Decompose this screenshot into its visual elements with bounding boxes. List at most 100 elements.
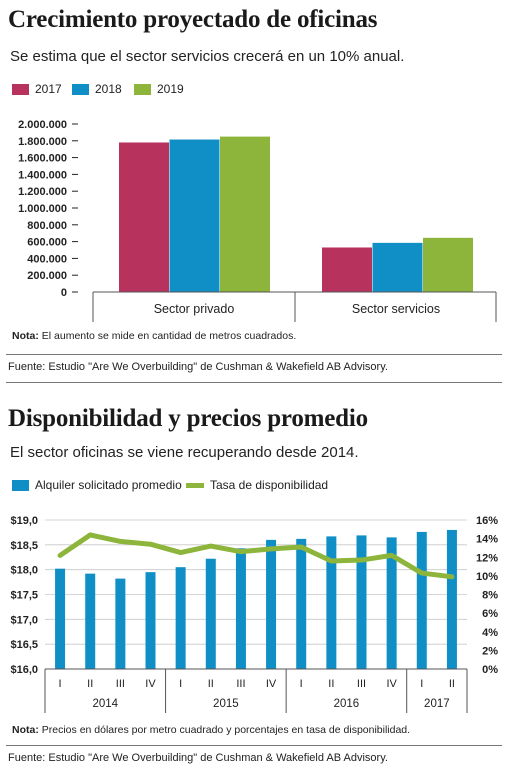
y-left-tick-label: $17,5: [10, 590, 38, 602]
y-tick-label: 1.400.000: [18, 169, 67, 181]
legend-swatch-2019: [134, 83, 151, 95]
quarter-label: III: [236, 678, 245, 690]
quarter-label: I: [420, 678, 423, 690]
legend-label-2017: 2017: [35, 82, 62, 96]
y-left-tick-label: $16,0: [10, 664, 38, 676]
y-right-tick-label: 0%: [482, 664, 498, 676]
y-tick-label: 1.800.000: [18, 136, 67, 148]
section1-title: Crecimiento proyectado de oficinas: [8, 6, 378, 33]
y-right-tick-label: 14%: [476, 534, 498, 546]
bar-2019-servicios: [423, 237, 473, 292]
section2-note: Nota: Precios en dólares por metro cuadr…: [12, 724, 410, 736]
quarter-label: I: [179, 678, 182, 690]
section2-divider: [6, 745, 502, 746]
y-right-tick-label: 4%: [482, 627, 498, 639]
availability-prices-chart: $19,0 $18,5 $18,0 $17,5 $17,0 $16,5 $16,0 16% 14…: [10, 515, 498, 713]
y-tick-label: 800.000: [27, 220, 67, 232]
section2-note-label: Nota:: [12, 724, 39, 736]
legend-2019: 2019: [134, 82, 184, 96]
section1-source: Fuente: Estudio "Are We Overbuilding" de…: [8, 361, 388, 373]
bar-2018-servicios: [372, 242, 423, 292]
y-right-tick-label: 8%: [482, 590, 498, 602]
legend-label-2019: 2019: [157, 82, 184, 96]
bar-alquiler: [266, 539, 277, 669]
legend-label-rent: Alquiler solicitado promedio: [35, 478, 182, 492]
legend-swatch-2018: [72, 83, 89, 95]
y-tick-label: 1.000.000: [18, 203, 67, 215]
y-tick-label: 1.600.000: [18, 153, 67, 165]
y-tick-label: 0: [61, 287, 67, 299]
y-tick-label: 200.000: [27, 270, 67, 282]
quarter-label: IV: [386, 678, 397, 690]
quarter-label: II: [87, 678, 93, 690]
bar-2018-privado: [169, 139, 220, 292]
bar-alquiler: [85, 573, 96, 669]
y-right-tick-label: 12%: [476, 552, 498, 564]
section1-subtitle: Se estima que el sector servicios crecer…: [10, 48, 405, 65]
legend-label-availability: Tasa de disponibilidad: [210, 478, 329, 492]
bar-alquiler: [55, 568, 66, 669]
y-right-tick-label: 10%: [476, 571, 498, 583]
bar-alquiler: [205, 558, 216, 669]
category-label: Sector servicios: [352, 302, 440, 316]
y-tick-label: 1.200.000: [18, 186, 67, 198]
line-disponibilidad: [57, 532, 455, 580]
section1-divider: [6, 354, 502, 355]
y-left-tick-label: $16,5: [10, 639, 38, 651]
bar-alquiler: [326, 536, 337, 669]
y-tick-label: 400.000: [27, 253, 67, 265]
legend-swatch-availability: [186, 482, 204, 488]
year-label: 2017: [424, 698, 450, 710]
legend-label-2018: 2018: [95, 82, 122, 96]
category-label: Sector privado: [154, 302, 235, 316]
bar-alquiler: [386, 537, 397, 669]
year-label: 2014: [92, 698, 118, 710]
section1-note-text: El aumento se mide en cantidad de metros…: [38, 330, 297, 342]
projected-offices-chart: 2.000.000 1.800.000 1.600.000 1.400.000 1.20…: [18, 119, 497, 322]
legend-2017: 2017: [12, 82, 62, 96]
y-left-tick-label: $19,0: [10, 515, 38, 527]
bar-alquiler: [145, 572, 156, 669]
section2-source: Fuente: Estudio "Are We Overbuilding" de…: [8, 752, 388, 764]
legend-swatch-rent: [12, 479, 29, 491]
section2-title: Disponibilidad y precios promedio: [8, 405, 368, 432]
quarter-label: I: [59, 678, 62, 690]
bar-2017-privado: [119, 142, 169, 292]
section2-note-text: Precios en dólares por metro cuadrado y …: [38, 724, 411, 736]
quarter-label: III: [357, 678, 366, 690]
year-label: 2016: [334, 698, 360, 710]
bar-alquiler: [115, 578, 126, 669]
y-right-tick-label: 2%: [482, 645, 498, 657]
quarter-label: III: [116, 678, 125, 690]
legend-availability: Tasa de disponibilidad: [186, 478, 328, 492]
y-right-tick-label: 6%: [482, 608, 498, 620]
bar-alquiler: [446, 529, 457, 669]
y-left-tick-label: $17,0: [10, 614, 38, 626]
section-divider: [6, 382, 502, 383]
bar-alquiler: [235, 548, 246, 669]
legend-2018: 2018: [72, 82, 122, 96]
bar-2019-privado: [220, 136, 270, 292]
y-left-tick-label: $18,5: [10, 540, 38, 552]
quarter-label: II: [208, 678, 214, 690]
quarter-label: I: [300, 678, 303, 690]
quarter-label: II: [449, 678, 455, 690]
bar-alquiler: [175, 567, 186, 669]
legend-swatch-2017: [12, 83, 29, 95]
y-tick-label: 600.000: [27, 237, 67, 249]
legend-rent: Alquiler solicitado promedio: [12, 478, 182, 492]
section1-note-label: Nota:: [12, 330, 39, 342]
quarter-label: IV: [266, 678, 277, 690]
y-right-tick-label: 16%: [476, 515, 498, 527]
bar-alquiler: [296, 538, 307, 669]
bar-alquiler: [416, 531, 427, 669]
bar-alquiler: [356, 535, 367, 669]
quarter-label: IV: [145, 678, 156, 690]
y-tick-label: 2.000.000: [18, 119, 67, 131]
year-label: 2015: [213, 698, 239, 710]
y-left-tick-label: $18,0: [10, 565, 38, 577]
quarter-label: II: [328, 678, 334, 690]
section1-note: Nota: El aumento se mide en cantidad de …: [12, 330, 296, 342]
bar-2017-servicios: [322, 247, 372, 292]
section2-subtitle: El sector oficinas se viene recuperando …: [10, 444, 359, 461]
